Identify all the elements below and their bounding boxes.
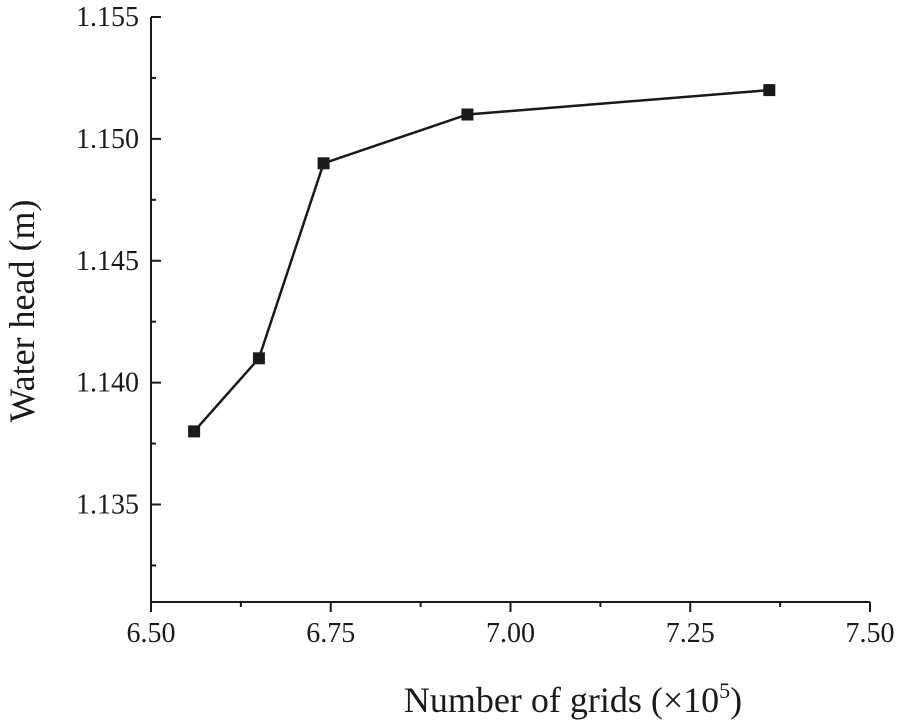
x-axis-title-close: ) xyxy=(730,680,742,720)
x-tick-label: 6.75 xyxy=(306,618,355,649)
data-point-marker xyxy=(317,157,330,170)
x-tick-label: 7.50 xyxy=(846,618,895,649)
data-point-marker xyxy=(188,425,201,438)
x-axis-ticks: 6.50 6.75 7.00 7.25 7.50 xyxy=(127,602,895,649)
series-layer xyxy=(188,84,776,438)
y-tick-label: 1.150 xyxy=(76,124,139,155)
chart-axes xyxy=(150,17,870,603)
y-axis-title: Water head (m) xyxy=(2,200,42,423)
series-line xyxy=(193,88,770,433)
data-point-marker xyxy=(252,352,265,365)
x-tick-label: 7.25 xyxy=(666,618,715,649)
y-tick-label: 1.145 xyxy=(76,246,139,277)
y-tick-label: 1.155 xyxy=(76,2,139,33)
x-axis-title-superscript: 5 xyxy=(719,678,730,703)
y-axis-ticks: 1.135 1.140 1.145 1.150 1.155 xyxy=(76,2,161,567)
data-point-marker xyxy=(461,108,474,121)
x-axis-title-main: Number of grids (×10 xyxy=(404,680,719,720)
y-tick-label: 1.140 xyxy=(76,368,139,399)
x-tick-label: 6.50 xyxy=(127,618,176,649)
x-tick-label: 7.00 xyxy=(486,618,535,649)
y-tick-label: 1.135 xyxy=(76,490,139,521)
x-axis-title: Number of grids (×105) xyxy=(404,678,742,720)
data-point-marker xyxy=(763,84,776,97)
